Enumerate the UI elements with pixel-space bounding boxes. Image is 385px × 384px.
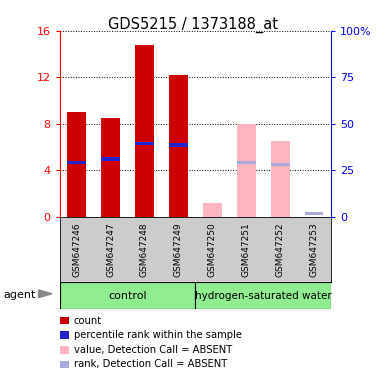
Bar (135, 45, 154, 217)
Text: GSM647249: GSM647249 (174, 222, 183, 277)
Text: value, Detection Call = ABSENT: value, Detection Call = ABSENT (74, 345, 232, 355)
Bar (60, 282, 195, 309)
Bar (237, 161, 256, 164)
Text: percentile rank within the sample: percentile rank within the sample (74, 330, 242, 340)
Bar (67, 112, 86, 217)
Bar (203, 203, 222, 217)
Bar (169, 75, 188, 217)
Bar (237, 124, 256, 217)
Text: GSM647253: GSM647253 (310, 222, 319, 277)
Text: GSM647248: GSM647248 (140, 222, 149, 277)
Text: agent: agent (4, 290, 36, 300)
Text: GSM647252: GSM647252 (276, 222, 285, 277)
Bar (271, 163, 290, 166)
Bar (305, 212, 323, 215)
Bar (271, 141, 290, 217)
Text: rank, Detection Call = ABSENT: rank, Detection Call = ABSENT (74, 359, 227, 369)
Text: hydrogen-saturated water: hydrogen-saturated water (195, 291, 331, 301)
Text: count: count (74, 316, 102, 326)
Bar (135, 142, 154, 146)
Text: GSM647251: GSM647251 (242, 222, 251, 277)
Text: control: control (108, 291, 147, 301)
Bar (195, 282, 331, 309)
Bar (101, 118, 120, 217)
Bar (67, 161, 86, 164)
Bar (101, 157, 120, 161)
Text: GSM647246: GSM647246 (72, 222, 81, 277)
Text: GSM647247: GSM647247 (106, 222, 115, 277)
Text: GSM647250: GSM647250 (208, 222, 217, 277)
Text: GDS5215 / 1373188_at: GDS5215 / 1373188_at (107, 17, 278, 33)
Bar (169, 143, 188, 147)
